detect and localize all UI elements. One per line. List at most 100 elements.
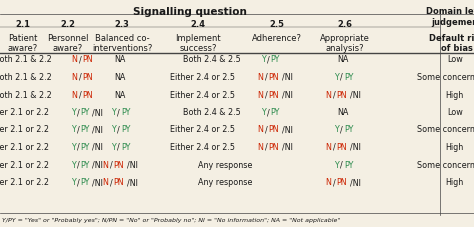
Text: Either 2.4 or 2.5: Either 2.4 or 2.5 bbox=[170, 91, 237, 99]
Text: Both 2.1 & 2.2: Both 2.1 & 2.2 bbox=[0, 73, 54, 82]
Text: Y: Y bbox=[334, 73, 339, 82]
Text: /: / bbox=[340, 126, 343, 135]
Text: /: / bbox=[77, 178, 80, 187]
Text: Both 2.4 & 2.5: Both 2.4 & 2.5 bbox=[183, 55, 244, 64]
Text: PN: PN bbox=[82, 73, 93, 82]
Text: PN: PN bbox=[337, 143, 347, 152]
Text: NA: NA bbox=[115, 73, 126, 82]
Text: PN: PN bbox=[268, 91, 279, 99]
Text: NA: NA bbox=[115, 91, 126, 99]
Text: Either 2.4 or 2.5: Either 2.4 or 2.5 bbox=[170, 73, 237, 82]
Text: /NI: /NI bbox=[92, 178, 103, 187]
Text: PY: PY bbox=[344, 126, 353, 135]
Text: N: N bbox=[326, 178, 331, 187]
Text: N: N bbox=[257, 126, 263, 135]
Text: Some concerns: Some concerns bbox=[417, 126, 474, 135]
Text: Adherence?: Adherence? bbox=[252, 34, 302, 43]
Text: 2.4: 2.4 bbox=[191, 20, 206, 29]
Text: Y: Y bbox=[334, 126, 339, 135]
Text: Appropriate
analysis?: Appropriate analysis? bbox=[320, 34, 370, 53]
Text: NA: NA bbox=[337, 55, 349, 64]
Text: /: / bbox=[117, 108, 120, 117]
Text: Y: Y bbox=[261, 108, 266, 117]
Text: /: / bbox=[340, 160, 343, 170]
Text: Either 2.1 or 2.2: Either 2.1 or 2.2 bbox=[0, 108, 51, 117]
Text: /: / bbox=[117, 126, 120, 135]
Text: /: / bbox=[333, 143, 336, 152]
Text: PN: PN bbox=[268, 73, 279, 82]
Text: PN: PN bbox=[82, 91, 93, 99]
Text: /: / bbox=[79, 55, 82, 64]
Text: Y: Y bbox=[111, 108, 116, 117]
Text: N: N bbox=[102, 178, 109, 187]
Text: N: N bbox=[72, 55, 77, 64]
Text: Any response: Any response bbox=[198, 178, 252, 187]
Text: NA: NA bbox=[337, 108, 349, 117]
Text: Either 2.1 or 2.2: Either 2.1 or 2.2 bbox=[0, 160, 51, 170]
Text: Y: Y bbox=[71, 160, 75, 170]
Text: PY: PY bbox=[121, 126, 130, 135]
Text: 2.3: 2.3 bbox=[115, 20, 129, 29]
Text: /NI: /NI bbox=[282, 143, 293, 152]
Text: 2.6: 2.6 bbox=[337, 20, 353, 29]
Text: Y: Y bbox=[111, 143, 116, 152]
Text: Some concerns: Some concerns bbox=[417, 73, 474, 82]
Text: Y: Y bbox=[71, 108, 75, 117]
Text: PY: PY bbox=[344, 73, 353, 82]
Text: /: / bbox=[264, 73, 267, 82]
Text: Both 2.1 & 2.2: Both 2.1 & 2.2 bbox=[0, 91, 54, 99]
Text: PN: PN bbox=[337, 178, 347, 187]
Text: /: / bbox=[264, 91, 267, 99]
Text: /NI: /NI bbox=[350, 178, 361, 187]
Text: PY: PY bbox=[121, 108, 130, 117]
Text: /NI: /NI bbox=[282, 91, 293, 99]
Text: /NI: /NI bbox=[282, 126, 293, 135]
Text: Personnel
aware?: Personnel aware? bbox=[47, 34, 89, 53]
Text: N: N bbox=[257, 91, 263, 99]
Text: PN: PN bbox=[114, 160, 124, 170]
Text: PN: PN bbox=[114, 178, 124, 187]
Text: Any response: Any response bbox=[198, 160, 252, 170]
Text: Either 2.1 or 2.2: Either 2.1 or 2.2 bbox=[0, 143, 51, 152]
Text: Y: Y bbox=[71, 143, 75, 152]
Text: Both 2.1 & 2.2: Both 2.1 & 2.2 bbox=[0, 55, 54, 64]
Text: NA: NA bbox=[115, 55, 126, 64]
Text: Default risk
of bias: Default risk of bias bbox=[429, 34, 474, 53]
Text: /NI: /NI bbox=[128, 160, 138, 170]
Text: Either 2.1 or 2.2: Either 2.1 or 2.2 bbox=[0, 178, 51, 187]
Text: PY: PY bbox=[80, 178, 90, 187]
Text: /NI: /NI bbox=[92, 108, 103, 117]
Text: Balanced co-
interventions?: Balanced co- interventions? bbox=[92, 34, 152, 53]
Text: Y: Y bbox=[261, 55, 266, 64]
Text: /NI: /NI bbox=[92, 160, 103, 170]
Text: /: / bbox=[77, 108, 80, 117]
Text: 2.1: 2.1 bbox=[16, 20, 30, 29]
Text: /: / bbox=[77, 126, 80, 135]
Text: /: / bbox=[264, 126, 267, 135]
Text: /NI: /NI bbox=[350, 143, 361, 152]
Text: Signalling question: Signalling question bbox=[133, 7, 247, 17]
Text: N: N bbox=[326, 91, 331, 99]
Text: PY: PY bbox=[80, 160, 90, 170]
Text: /NI: /NI bbox=[282, 73, 293, 82]
Text: 2.2: 2.2 bbox=[61, 20, 75, 29]
Text: /: / bbox=[77, 160, 80, 170]
Text: PN: PN bbox=[337, 91, 347, 99]
Text: PY: PY bbox=[80, 143, 90, 152]
Text: /: / bbox=[79, 91, 82, 99]
Text: N: N bbox=[72, 91, 77, 99]
Text: PN: PN bbox=[268, 126, 279, 135]
Text: Y: Y bbox=[111, 126, 116, 135]
Text: /: / bbox=[264, 143, 267, 152]
Text: /NI: /NI bbox=[92, 143, 103, 152]
Text: /: / bbox=[110, 160, 113, 170]
Text: /: / bbox=[267, 108, 270, 117]
Text: PY: PY bbox=[121, 143, 130, 152]
Text: Both 2.4 & 2.5: Both 2.4 & 2.5 bbox=[183, 108, 244, 117]
Text: PN: PN bbox=[82, 55, 93, 64]
Text: High: High bbox=[445, 91, 464, 99]
Text: N: N bbox=[102, 160, 109, 170]
Text: Either 2.1 or 2.2: Either 2.1 or 2.2 bbox=[0, 126, 51, 135]
Text: 2.5: 2.5 bbox=[270, 20, 284, 29]
Text: /: / bbox=[77, 143, 80, 152]
